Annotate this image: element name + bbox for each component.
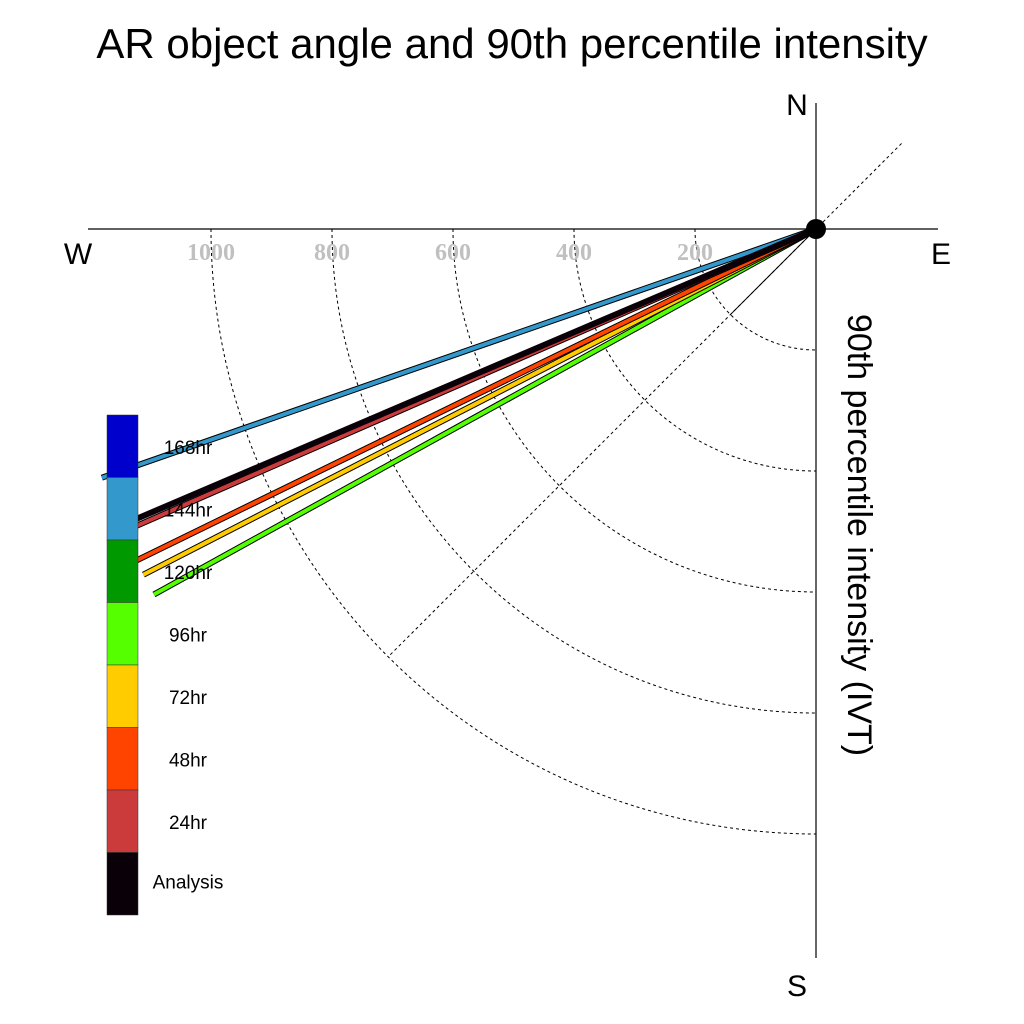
legend-label-72hr: 72hr bbox=[169, 688, 208, 709]
legend-swatch-144hr bbox=[106, 477, 139, 541]
legend-swatch-96hr bbox=[106, 602, 139, 666]
legend-label-120hr: 120hr bbox=[164, 563, 213, 584]
legend: 168hr 144hr 120hr 96hr 72hr 48hr 24hr Analysis bbox=[106, 414, 224, 916]
compass-south-label: S bbox=[787, 970, 807, 1003]
y-axis-label: 90th percentile intensity (IVT) bbox=[840, 314, 878, 756]
compass-west-label: W bbox=[64, 238, 93, 271]
legend-swatch-analysis bbox=[106, 852, 139, 916]
origin-marker bbox=[806, 219, 826, 239]
legend-swatch-120hr bbox=[106, 539, 139, 603]
series-line-144hr bbox=[101, 227, 817, 480]
grid-arc bbox=[210, 228, 817, 835]
grid-arc bbox=[694, 228, 817, 351]
legend-swatch-72hr bbox=[106, 664, 139, 728]
series-line-96hr bbox=[152, 227, 817, 597]
compass-north-label: N bbox=[786, 89, 808, 122]
series-line-48hr bbox=[135, 227, 817, 563]
grid-arc bbox=[331, 228, 817, 714]
legend-label-24hr: 24hr bbox=[169, 813, 208, 834]
legend-swatch-48hr bbox=[106, 727, 139, 791]
legend-label-96hr: 96hr bbox=[169, 626, 208, 647]
radial-tick-label: 1000 bbox=[187, 240, 235, 266]
radial-tick-label: 800 bbox=[314, 240, 350, 266]
grid-arc bbox=[573, 228, 817, 472]
grid-diagonal-inner bbox=[730, 228, 817, 315]
legend-label-analysis: Analysis bbox=[153, 873, 224, 894]
legend-swatch-24hr bbox=[106, 789, 139, 853]
radial-tick-labels: 200 400 600 800 1000 bbox=[187, 240, 713, 266]
series-lines bbox=[100, 226, 818, 598]
legend-label-168hr: 168hr bbox=[164, 438, 213, 459]
radial-tick-label: 600 bbox=[435, 240, 471, 266]
series-line-analysis bbox=[119, 226, 818, 529]
legend-swatch-168hr bbox=[106, 414, 139, 478]
grid-arc bbox=[452, 228, 817, 593]
chart-title: AR object angle and 90th percentile inte… bbox=[96, 20, 927, 67]
legend-label-48hr: 48hr bbox=[169, 751, 208, 772]
legend-label-144hr: 144hr bbox=[164, 501, 213, 522]
radial-tick-label: 200 bbox=[677, 240, 713, 266]
radial-tick-label: 400 bbox=[556, 240, 592, 266]
axes bbox=[88, 103, 938, 958]
compass-east-label: E bbox=[931, 238, 951, 271]
